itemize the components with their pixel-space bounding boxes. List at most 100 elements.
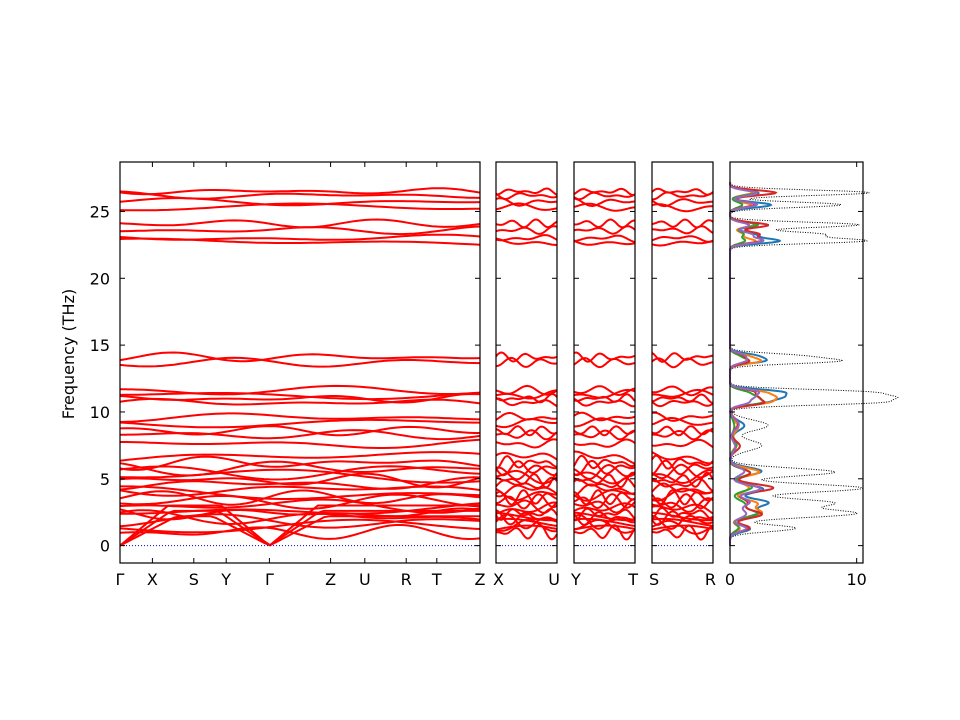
phonon-branch xyxy=(651,487,714,502)
phonon-branch xyxy=(495,425,558,437)
phonon-branch xyxy=(495,472,558,489)
phonon-branch xyxy=(573,425,636,437)
phonon-branch xyxy=(495,438,558,449)
phonon-branch xyxy=(120,438,481,449)
phonon-branch xyxy=(651,218,714,229)
phonon-branch xyxy=(651,451,714,465)
band-structure-layer xyxy=(119,187,714,547)
phonon-branch xyxy=(651,385,714,397)
phonon-branch xyxy=(495,412,558,421)
phonon-branch xyxy=(651,357,714,369)
phonon-branch xyxy=(119,356,481,368)
y-axis-label: Frequency (THz) xyxy=(59,289,78,419)
phonon-branch xyxy=(651,225,714,235)
phonon-branch xyxy=(573,463,636,480)
phonon-branch xyxy=(119,218,481,229)
phonon-branch xyxy=(119,468,481,484)
phonon-branch xyxy=(495,234,558,242)
phonon-branch xyxy=(495,192,558,201)
phonon-branch xyxy=(651,469,714,485)
phonon-branch xyxy=(495,397,558,407)
phonon-branch xyxy=(651,463,714,480)
dos-panel-frame xyxy=(729,161,864,564)
phonon-branch xyxy=(573,239,636,246)
q-point-label: U xyxy=(548,570,560,589)
phonon-branch xyxy=(651,198,713,208)
q-point-label: T xyxy=(431,570,442,589)
y-tick-label: 0 xyxy=(100,537,110,556)
phonon-branch xyxy=(119,351,481,363)
phonon-branch xyxy=(573,454,636,470)
phonon-branch xyxy=(651,187,714,196)
phonon-branch xyxy=(651,438,714,448)
phonon-branch xyxy=(495,509,558,526)
phonon-branch xyxy=(651,524,714,541)
phonon-branch xyxy=(651,524,714,531)
phonon-branch xyxy=(119,451,481,462)
phonon-branch xyxy=(573,389,636,399)
phonon-branch xyxy=(651,477,714,492)
phonon-branch xyxy=(495,501,558,515)
phonon-branch xyxy=(573,493,636,510)
phonon-branch xyxy=(651,239,714,247)
phonon-branch xyxy=(119,190,481,200)
phonon-branch xyxy=(120,502,481,515)
phonon-branch xyxy=(651,482,714,495)
phonon-branch xyxy=(574,417,636,428)
phonon-branch xyxy=(573,218,636,229)
dos-x-tick-label: 0 xyxy=(725,570,735,589)
phonon-branch xyxy=(573,489,636,502)
axes-frames xyxy=(119,161,864,564)
y-tick-label: 25 xyxy=(90,202,110,221)
phonon-branch xyxy=(495,351,558,363)
phonon-branch xyxy=(573,187,636,197)
band-segment-2 xyxy=(495,187,558,547)
phonon-branch xyxy=(495,187,558,196)
axis-ticks xyxy=(119,162,863,563)
y-tick-label: 10 xyxy=(90,403,110,422)
phonon-branch xyxy=(573,450,636,465)
band-segment-3 xyxy=(573,187,636,547)
y-tick-label: 5 xyxy=(100,470,110,489)
phonon-branch xyxy=(651,511,713,522)
phonon-branch xyxy=(651,352,713,363)
phonon-branch xyxy=(651,203,713,213)
phonon-branch xyxy=(573,191,636,201)
phonon-branch xyxy=(119,391,481,401)
y-tick-label: 20 xyxy=(90,269,110,288)
phonon-branch xyxy=(119,425,480,437)
phonon-branch xyxy=(119,233,481,241)
phonon-branch xyxy=(651,454,714,470)
q-point-label: U xyxy=(359,570,371,589)
phonon-branch xyxy=(495,455,558,471)
phonon-branch xyxy=(495,393,558,404)
phonon-branch xyxy=(651,493,714,510)
band-panel-frame xyxy=(651,161,714,564)
phonon-branch xyxy=(120,485,481,500)
phonon-branch xyxy=(495,488,557,502)
phonon-branch xyxy=(495,218,558,229)
phonon-branch xyxy=(495,464,558,481)
q-point-label: Γ xyxy=(116,570,125,589)
phonon-branch xyxy=(651,191,714,201)
phonon-branch xyxy=(651,411,714,422)
phonon-branch xyxy=(119,392,481,404)
q-point-label: Y xyxy=(570,570,581,589)
phonon-branch xyxy=(495,451,558,461)
q-point-label: S xyxy=(189,570,199,589)
phonon-branch xyxy=(573,507,636,522)
phonon-branch xyxy=(573,411,636,422)
phonon-branch xyxy=(651,489,714,506)
q-point-label: R xyxy=(401,570,412,589)
phonon-branch xyxy=(119,524,481,541)
phonon-branch xyxy=(573,429,635,441)
phonon-branch xyxy=(651,510,714,526)
phonon-branch xyxy=(119,507,481,521)
phonon-branch xyxy=(573,397,636,408)
phonon-branch xyxy=(651,497,714,513)
phonon-branch xyxy=(495,499,558,514)
phonon-branch xyxy=(120,429,481,441)
phonon-branch xyxy=(651,393,714,405)
phonon-branch xyxy=(573,438,636,448)
